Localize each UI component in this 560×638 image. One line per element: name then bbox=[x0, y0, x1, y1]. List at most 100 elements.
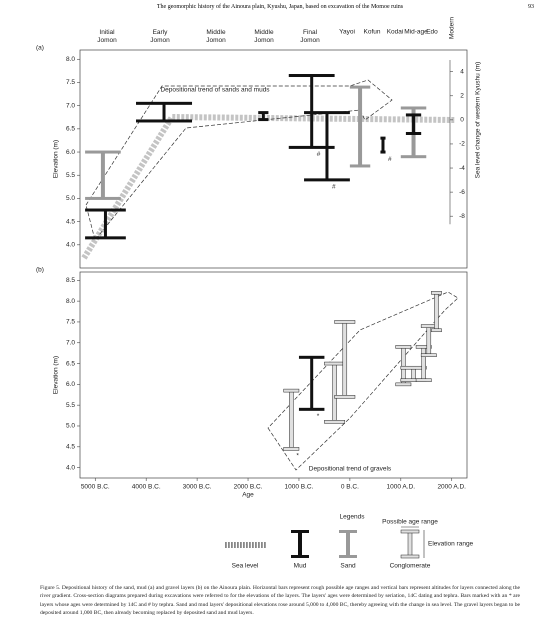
legend-note: Possible age range bbox=[382, 519, 438, 526]
figure: (a) Elevation (m) 4.0 4.5 5.0 5.5 6.0 6.5 7.0 7.5… bbox=[36, 17, 482, 570]
y2-tick-label: -4 bbox=[459, 165, 465, 172]
period-label: Middle Jomon bbox=[206, 29, 226, 44]
period-label: Edo bbox=[426, 29, 438, 36]
x-tick-label: 0 B.C. bbox=[341, 484, 359, 491]
legend-label: Sand bbox=[340, 563, 356, 570]
y2-tick-label: -6 bbox=[459, 189, 465, 196]
period-label: Early Jomon bbox=[150, 29, 170, 44]
legend-swatch bbox=[264, 542, 266, 548]
legend-swatch bbox=[258, 542, 260, 548]
legend-swatch bbox=[407, 531, 413, 557]
age-cap bbox=[431, 291, 442, 295]
y-tick-label: 6.0 bbox=[66, 381, 75, 388]
y-tick-label: 7.0 bbox=[66, 102, 75, 109]
x-tick-label: 3000 B.C. bbox=[183, 484, 212, 491]
x-tick-label: 1000 A.D. bbox=[387, 484, 416, 491]
dating-mark: # bbox=[317, 151, 321, 158]
age-cap bbox=[334, 320, 356, 324]
legend-swatch bbox=[246, 542, 248, 548]
plot-frame bbox=[79, 49, 468, 269]
legend-swatch bbox=[291, 530, 309, 533]
age-cap bbox=[400, 155, 427, 159]
trend-arrow bbox=[267, 291, 459, 471]
y-tick-label: 8.0 bbox=[66, 298, 75, 305]
y-tick-label: 5.5 bbox=[66, 402, 75, 409]
period-label: Modern bbox=[449, 17, 456, 39]
age-cap bbox=[431, 328, 442, 333]
legend: Legends Sea level Mud Sand Conglomerate Possi… bbox=[225, 514, 474, 570]
y2-tick-label: 2 bbox=[460, 92, 464, 99]
y-axis-label: Elevation (m) bbox=[53, 356, 60, 394]
y-tick-label: 8.5 bbox=[66, 277, 75, 284]
age-cap bbox=[304, 111, 350, 115]
legend-swatch bbox=[228, 542, 230, 548]
figure-caption: Figure 5. Depositional history of the sa… bbox=[40, 585, 520, 617]
legend-swatch bbox=[225, 542, 227, 548]
y-tick-label: 6.0 bbox=[66, 149, 75, 156]
age-cap bbox=[304, 178, 350, 182]
elevation-bar bbox=[342, 321, 348, 398]
age-cap bbox=[415, 378, 432, 382]
legend-swatch bbox=[231, 542, 233, 548]
period-label: Kofun bbox=[364, 29, 381, 36]
age-cap bbox=[324, 361, 346, 366]
age-cap bbox=[283, 447, 300, 451]
elevation-bar bbox=[381, 138, 385, 153]
age-cap bbox=[405, 113, 422, 117]
age-cap bbox=[85, 150, 121, 154]
legend-swatch bbox=[261, 542, 263, 548]
legend-swatch bbox=[346, 532, 350, 556]
running-header: The geomorphic history of the Ainoura pl… bbox=[0, 2, 560, 14]
age-cap bbox=[283, 388, 300, 393]
y-tick-label: 7.5 bbox=[66, 79, 75, 86]
age-cap bbox=[395, 382, 412, 387]
legend-swatch bbox=[249, 542, 251, 548]
age-cap bbox=[349, 164, 371, 168]
elevation-bar bbox=[289, 390, 294, 450]
period-label: Initial Jomon bbox=[97, 29, 117, 44]
legend-swatch bbox=[339, 555, 357, 558]
age-cap bbox=[405, 131, 422, 135]
age-cap bbox=[380, 150, 386, 154]
y2-axis-label: Sea level change of western Kyushu (m) bbox=[475, 62, 482, 179]
y-tick-label: 4.0 bbox=[66, 464, 75, 471]
legend-swatch bbox=[240, 542, 242, 548]
elevation-bar bbox=[411, 367, 416, 381]
age-cap bbox=[420, 324, 437, 328]
age-cap bbox=[85, 236, 126, 240]
age-cap bbox=[258, 111, 269, 115]
y-tick-label: 4.0 bbox=[66, 242, 75, 249]
y-axis-label: Elevation (m) bbox=[53, 140, 60, 178]
x-tick-label: 1000 B.C. bbox=[284, 484, 313, 491]
legend-swatch bbox=[255, 542, 257, 548]
legend-label: Mud bbox=[294, 563, 307, 570]
legend-swatch bbox=[234, 542, 236, 548]
legend-swatch bbox=[291, 555, 309, 558]
trend-annotation: Depositional trend of sands and muds bbox=[160, 87, 270, 94]
panel-label: (b) bbox=[36, 267, 44, 274]
age-cap bbox=[258, 118, 269, 122]
legend-swatch bbox=[298, 532, 302, 556]
age-cap bbox=[136, 119, 193, 123]
period-label: Final Jomon bbox=[300, 29, 320, 44]
period-label: Middle Jomon bbox=[254, 29, 274, 44]
age-cap bbox=[380, 136, 386, 140]
legend-label: Sea level bbox=[232, 563, 259, 570]
legend-title: Legends bbox=[340, 514, 366, 521]
age-cap bbox=[288, 145, 335, 149]
elevation-bar bbox=[426, 325, 432, 356]
y-tick-label: 4.5 bbox=[66, 444, 75, 451]
page-number: 93 bbox=[528, 4, 534, 10]
elevation-bar bbox=[412, 114, 416, 134]
legend-swatch bbox=[400, 554, 420, 559]
age-cap bbox=[334, 395, 356, 399]
y-tick-label: 6.5 bbox=[66, 360, 75, 367]
y2-tick-label: 0 bbox=[460, 117, 464, 124]
period-label: Kodai bbox=[387, 29, 404, 36]
legend-swatch bbox=[252, 542, 254, 548]
x-tick-label: 4000 B.C. bbox=[132, 484, 161, 491]
y-tick-label: 6.5 bbox=[66, 126, 75, 133]
dating-mark: # bbox=[388, 156, 392, 163]
trend-annotation: Depositional trend of gravels bbox=[309, 466, 392, 473]
